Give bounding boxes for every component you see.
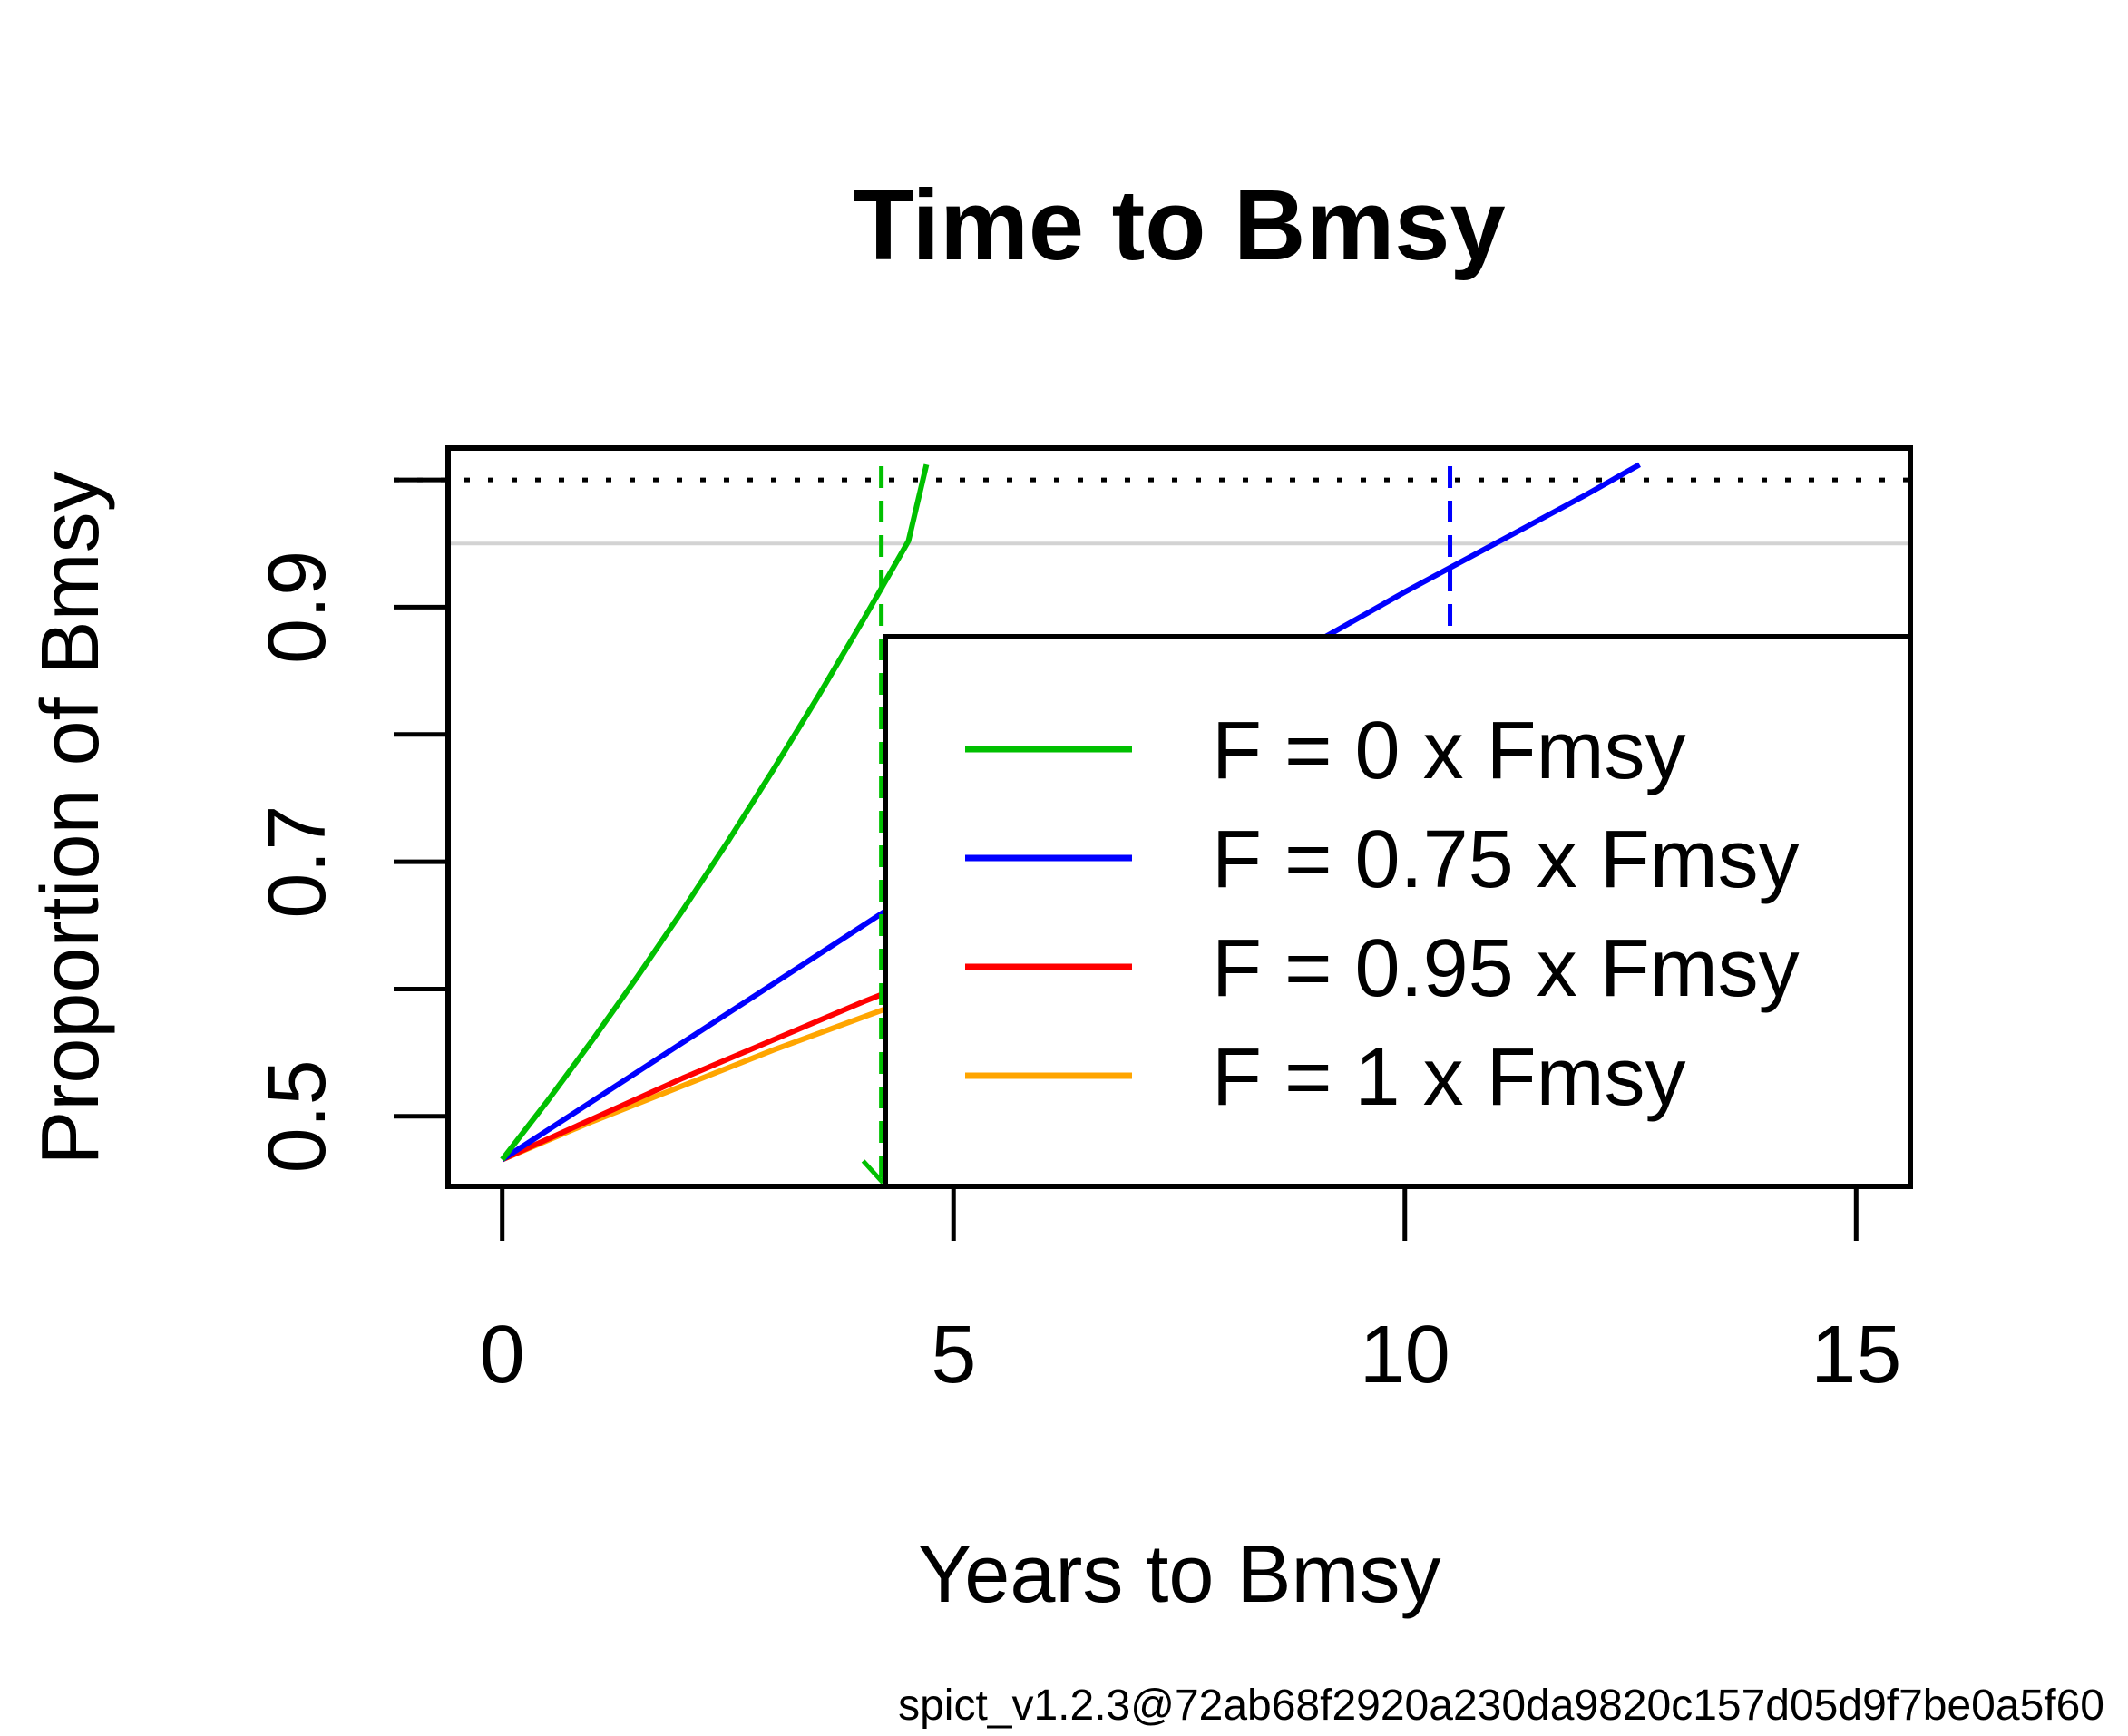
y-axis: 0.5 0.7 0.9: [252, 477, 448, 1173]
footer-version: spict_v1.2.3@72ab68f2920a230da9820c157d0…: [898, 1682, 2104, 1730]
series-line-f-0-x-fmsy: [500, 463, 930, 1162]
legend-label-f-0-75-x-fmsy: F = 0.75 x Fmsy: [1212, 814, 1800, 905]
legend-label-f-0-x-fmsy: F = 0 x Fmsy: [1212, 706, 1686, 796]
legend-label-f-1-x-fmsy: F = 1 x Fmsy: [1212, 1032, 1686, 1123]
x-tick-label-10: 10: [1360, 1310, 1450, 1400]
x-tick-label-15: 15: [1811, 1310, 1901, 1400]
x-axis-label: Years to Bmsy: [918, 1529, 1441, 1620]
legend: F = 0 x Fmsy F = 0.75 x Fmsy F = 0.95 x Fm…: [883, 634, 1913, 1189]
y-tick-label-0-5: 0.5: [252, 1059, 343, 1173]
y-tick-label-0-7: 0.7: [252, 805, 343, 919]
chart-title: Time to Bmsy: [853, 170, 1505, 281]
legend-label-f-0-95-x-fmsy: F = 0.95 x Fmsy: [1212, 923, 1800, 1014]
x-axis: 0 5 10 15: [480, 1186, 1901, 1400]
reference-lines: [448, 477, 1910, 546]
x-tick-label-5: 5: [931, 1310, 976, 1400]
y-tick-label-0-9: 0.9: [252, 551, 343, 664]
legend-box: [883, 634, 1913, 1189]
y-axis-label: Proportion of Bmsy: [25, 471, 116, 1165]
x-tick-label-0: 0: [480, 1310, 525, 1400]
